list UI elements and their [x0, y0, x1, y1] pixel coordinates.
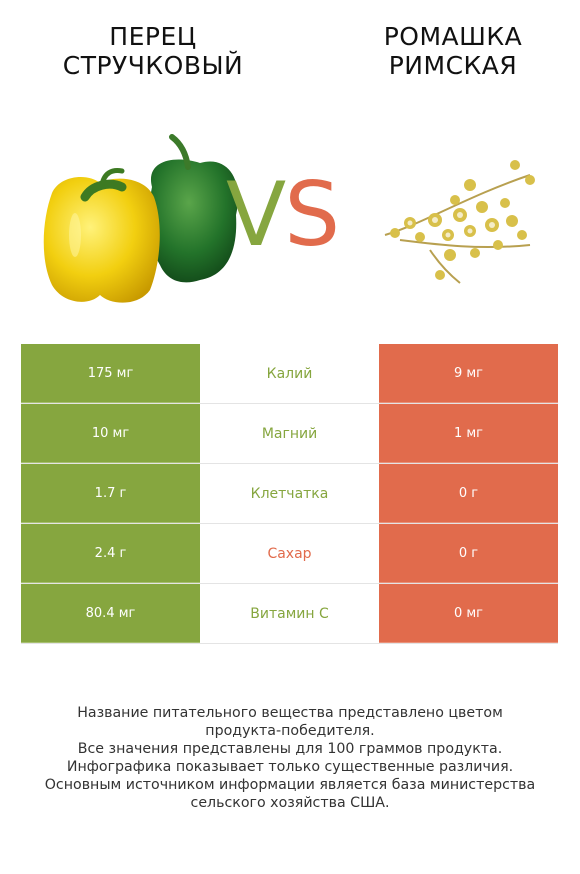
right-value: 0 мг — [379, 584, 558, 643]
right-product-title: РОМАШКА РИМСКАЯ — [333, 22, 573, 80]
vs-label: VS — [226, 160, 340, 270]
footnote-line-4: Инфографика показывает только существенн… — [66, 759, 514, 775]
nutrient-label: Витамин C — [200, 584, 379, 643]
footnote: Название питательного вещества представл… — [20, 704, 560, 812]
vs-letter-s: S — [284, 163, 340, 266]
footnote-line-6: сельского хозяйства США. — [190, 795, 390, 811]
comparison-table: 175 мг Калий 9 мг 10 мг Магний 1 мг 1.7 … — [21, 344, 558, 644]
left-value: 10 мг — [21, 404, 200, 463]
footnote-line-5: Основным источником информации является … — [44, 777, 536, 793]
nutrient-label: Сахар — [200, 524, 379, 583]
nutrient-label: Калий — [200, 344, 379, 403]
left-title-line-2: СТРУЧКОВЫЙ — [62, 51, 244, 80]
right-value: 0 г — [379, 524, 558, 583]
left-value: 2.4 г — [21, 524, 200, 583]
right-value: 0 г — [379, 464, 558, 523]
right-value: 1 мг — [379, 404, 558, 463]
table-row: 10 мг Магний 1 мг — [21, 404, 558, 464]
right-title-line-2: РИМСКАЯ — [388, 51, 518, 80]
table-row: 2.4 г Сахар 0 г — [21, 524, 558, 584]
nutrient-label: Магний — [200, 404, 379, 463]
bell-pepper-image — [43, 134, 239, 303]
left-value: 80.4 мг — [21, 584, 200, 643]
footnote-line-2: продукта-победителя. — [205, 723, 375, 739]
table-row: 1.7 г Клетчатка 0 г — [21, 464, 558, 524]
left-value: 175 мг — [21, 344, 200, 403]
left-value: 1.7 г — [21, 464, 200, 523]
table-row: 80.4 мг Витамин C 0 мг — [21, 584, 558, 644]
product-images — [43, 134, 535, 303]
vs-letter-v: V — [226, 163, 286, 266]
nutrient-label: Клетчатка — [200, 464, 379, 523]
table-row: 175 мг Калий 9 мг — [21, 344, 558, 404]
footnote-line-3: Все значения представлены для 100 граммо… — [77, 741, 503, 757]
right-title-line-1: РОМАШКА — [383, 22, 523, 51]
footnote-line-1: Название питательного вещества представл… — [77, 705, 503, 721]
chamomile-image — [384, 160, 535, 284]
left-title-line-1: ПЕРЕЦ — [109, 22, 197, 51]
left-product-title: ПЕРЕЦ СТРУЧКОВЫЙ — [33, 22, 273, 80]
right-value: 9 мг — [379, 344, 558, 403]
